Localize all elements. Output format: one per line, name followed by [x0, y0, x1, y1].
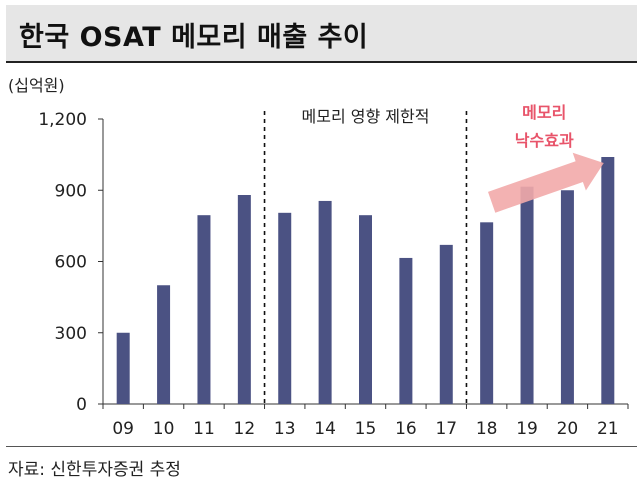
x-tick-label: 19: [516, 419, 538, 439]
region-label: 메모리 영향 제한적: [302, 107, 430, 126]
bar-13: [278, 212, 292, 404]
y-tick-label: 900: [55, 181, 87, 201]
chart-title: 한국 OSAT 메모리 매출 추이: [19, 22, 369, 53]
bar-09: [116, 332, 130, 404]
title-bar: 한국 OSAT 메모리 매출 추이: [6, 5, 637, 61]
bar-12: [237, 195, 251, 404]
y-axis-unit: (십억원): [8, 76, 65, 95]
y-tick-label: 0: [76, 395, 87, 415]
x-tick-label: 11: [193, 419, 215, 439]
x-tick-label: 09: [112, 419, 134, 439]
bar-16: [399, 257, 413, 404]
source-note: 자료: 신한투자증권 추정: [8, 460, 181, 480]
trend-label-line: 낙수효과: [515, 131, 574, 150]
x-tick-label: 17: [435, 419, 457, 439]
x-tick-label: 18: [476, 419, 498, 439]
x-tick-label: 12: [234, 419, 256, 439]
x-tick-label: 15: [355, 419, 377, 439]
trend-arrow: [488, 152, 604, 213]
bar-18: [480, 222, 494, 404]
trend-label-line: 메모리: [522, 103, 566, 122]
y-tick-label: 600: [55, 253, 87, 273]
title-divider: [6, 61, 637, 63]
x-tick-label: 20: [557, 419, 579, 439]
bar-21: [601, 157, 615, 404]
bar-14: [318, 200, 332, 404]
x-tick-label: 10: [153, 419, 175, 439]
bar-10: [157, 285, 171, 404]
bar-11: [197, 215, 211, 404]
bottom-divider: [6, 446, 637, 447]
x-tick-label: 13: [274, 419, 296, 439]
bars: [116, 157, 615, 404]
x-tick-label: 21: [597, 419, 619, 439]
axes: 0 300 600 900 1,200 09 10 11 12 13 14 15 16 17 18 19 20 2…: [38, 110, 629, 439]
x-tick-label: 16: [395, 419, 417, 439]
bar-15: [359, 215, 372, 404]
bar-20: [560, 190, 574, 404]
bar-17: [439, 244, 453, 404]
x-tick-label: 14: [314, 419, 336, 439]
y-tick-label: 1,200: [38, 110, 87, 130]
y-tick-label: 300: [55, 324, 87, 344]
bar-19: [520, 186, 534, 404]
